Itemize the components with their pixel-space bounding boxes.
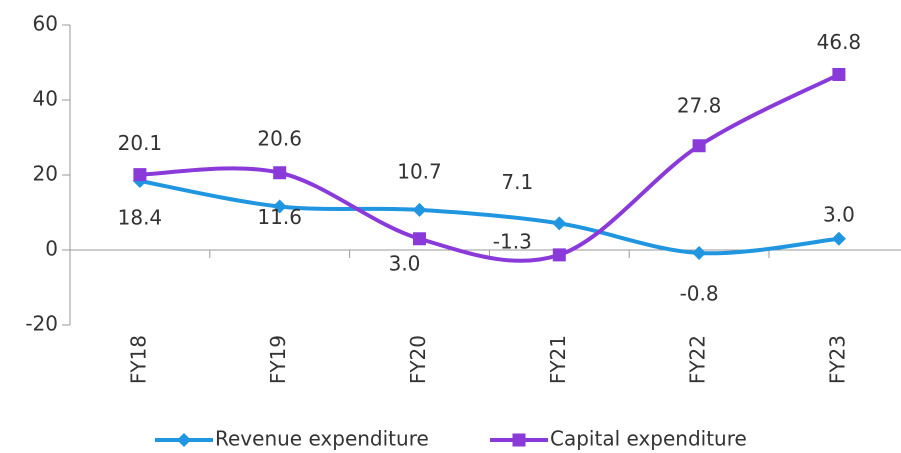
x-tick-label: FY18	[126, 335, 150, 384]
x-tick-label: FY23	[825, 335, 849, 384]
data-point	[692, 246, 707, 260]
series-line	[139, 179, 840, 256]
data-label: 10.7	[397, 159, 442, 183]
y-tick-label: 40	[33, 87, 58, 111]
x-tick-label: FY21	[546, 335, 570, 384]
data-label: -1.3	[493, 229, 532, 253]
y-tick-label: -20	[25, 312, 58, 336]
data-label: 20.1	[118, 131, 163, 155]
data-point	[413, 232, 426, 246]
data-point	[552, 216, 567, 231]
data-point	[272, 199, 287, 214]
data-label: 3.0	[389, 251, 421, 275]
data-label: 3.0	[823, 202, 855, 226]
data-point	[832, 68, 846, 81]
y-tick-label: 20	[33, 162, 58, 186]
legend-marker	[177, 433, 191, 447]
data-label: 18.4	[118, 206, 163, 230]
legend-label: Capital expenditure	[550, 427, 747, 451]
data-point	[692, 139, 706, 153]
data-point	[412, 202, 427, 217]
data-label: 7.1	[501, 170, 533, 194]
data-point	[552, 248, 566, 262]
data-label: 11.6	[257, 205, 302, 229]
data-label: 27.8	[677, 93, 722, 117]
series-line	[139, 72, 840, 263]
y-tick-label: 0	[45, 237, 58, 261]
x-tick-label: FY22	[686, 335, 710, 384]
x-tick-label: FY19	[266, 335, 290, 384]
legend-marker	[512, 433, 526, 447]
legend-label: Revenue expenditure	[215, 427, 429, 451]
y-tick-label: 60	[33, 12, 58, 36]
data-label: 20.6	[257, 126, 302, 150]
data-point	[133, 168, 147, 182]
data-label: 46.8	[817, 30, 862, 54]
x-tick-label: FY20	[406, 335, 430, 384]
data-point	[273, 166, 287, 180]
data-point	[831, 231, 846, 246]
data-label: -0.8	[680, 282, 719, 306]
